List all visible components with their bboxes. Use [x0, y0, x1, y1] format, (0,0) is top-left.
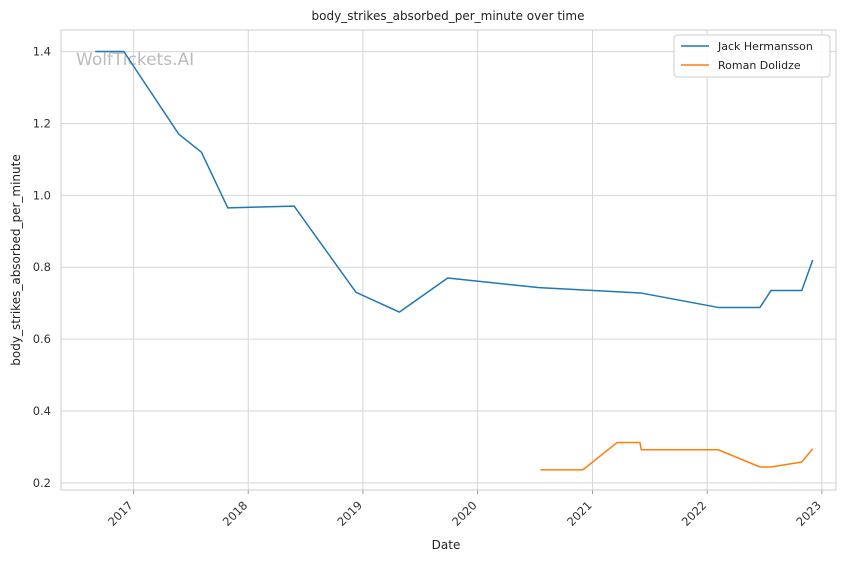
y-axis-label: body_strikes_absorbed_per_minute: [9, 154, 23, 365]
y-tick-label: 1.0: [33, 188, 51, 202]
series-line: [95, 50, 814, 313]
y-tick-label: 0.4: [33, 404, 51, 418]
legend-label: Jack Hermansson: [717, 40, 813, 53]
y-tick-label: 0.2: [33, 476, 51, 490]
y-tick-label: 0.8: [33, 260, 51, 274]
x-tick-label: 2017: [105, 498, 136, 529]
plot-frame: [60, 29, 837, 491]
x-tick-label: 2019: [334, 498, 365, 529]
x-tick-label: 2023: [793, 498, 824, 529]
chart-title: body_strikes_absorbed_per_minute over ti…: [312, 9, 585, 23]
series-line: [540, 441, 814, 471]
x-tick-label: 2022: [679, 498, 710, 529]
legend-label: Roman Dolidze: [718, 59, 801, 72]
legend: Jack Hermansson Roman Dolidze: [673, 34, 831, 78]
x-axis-label: Date: [432, 538, 461, 552]
y-tick-label: 0.6: [33, 332, 51, 346]
x-tick-label: 2018: [220, 498, 251, 529]
x-tick-labels: 2017 2018 2019 2020 2021 2022 2023: [105, 498, 824, 529]
y-tick-label: 1.4: [33, 45, 51, 59]
gridlines: [61, 30, 836, 494]
y-tick-label: 1.2: [33, 116, 51, 130]
series-lines: [95, 50, 814, 471]
x-tick-label: 2021: [564, 498, 595, 529]
y-tick-labels: 0.2 0.4 0.6 0.8 1.0 1.2 1.4: [33, 45, 51, 490]
x-tick-label: 2020: [449, 498, 480, 529]
legend-box: [673, 34, 831, 78]
legend-items: Jack Hermansson Roman Dolidze: [681, 40, 813, 72]
watermark: WolfTickets.AI: [76, 50, 194, 70]
